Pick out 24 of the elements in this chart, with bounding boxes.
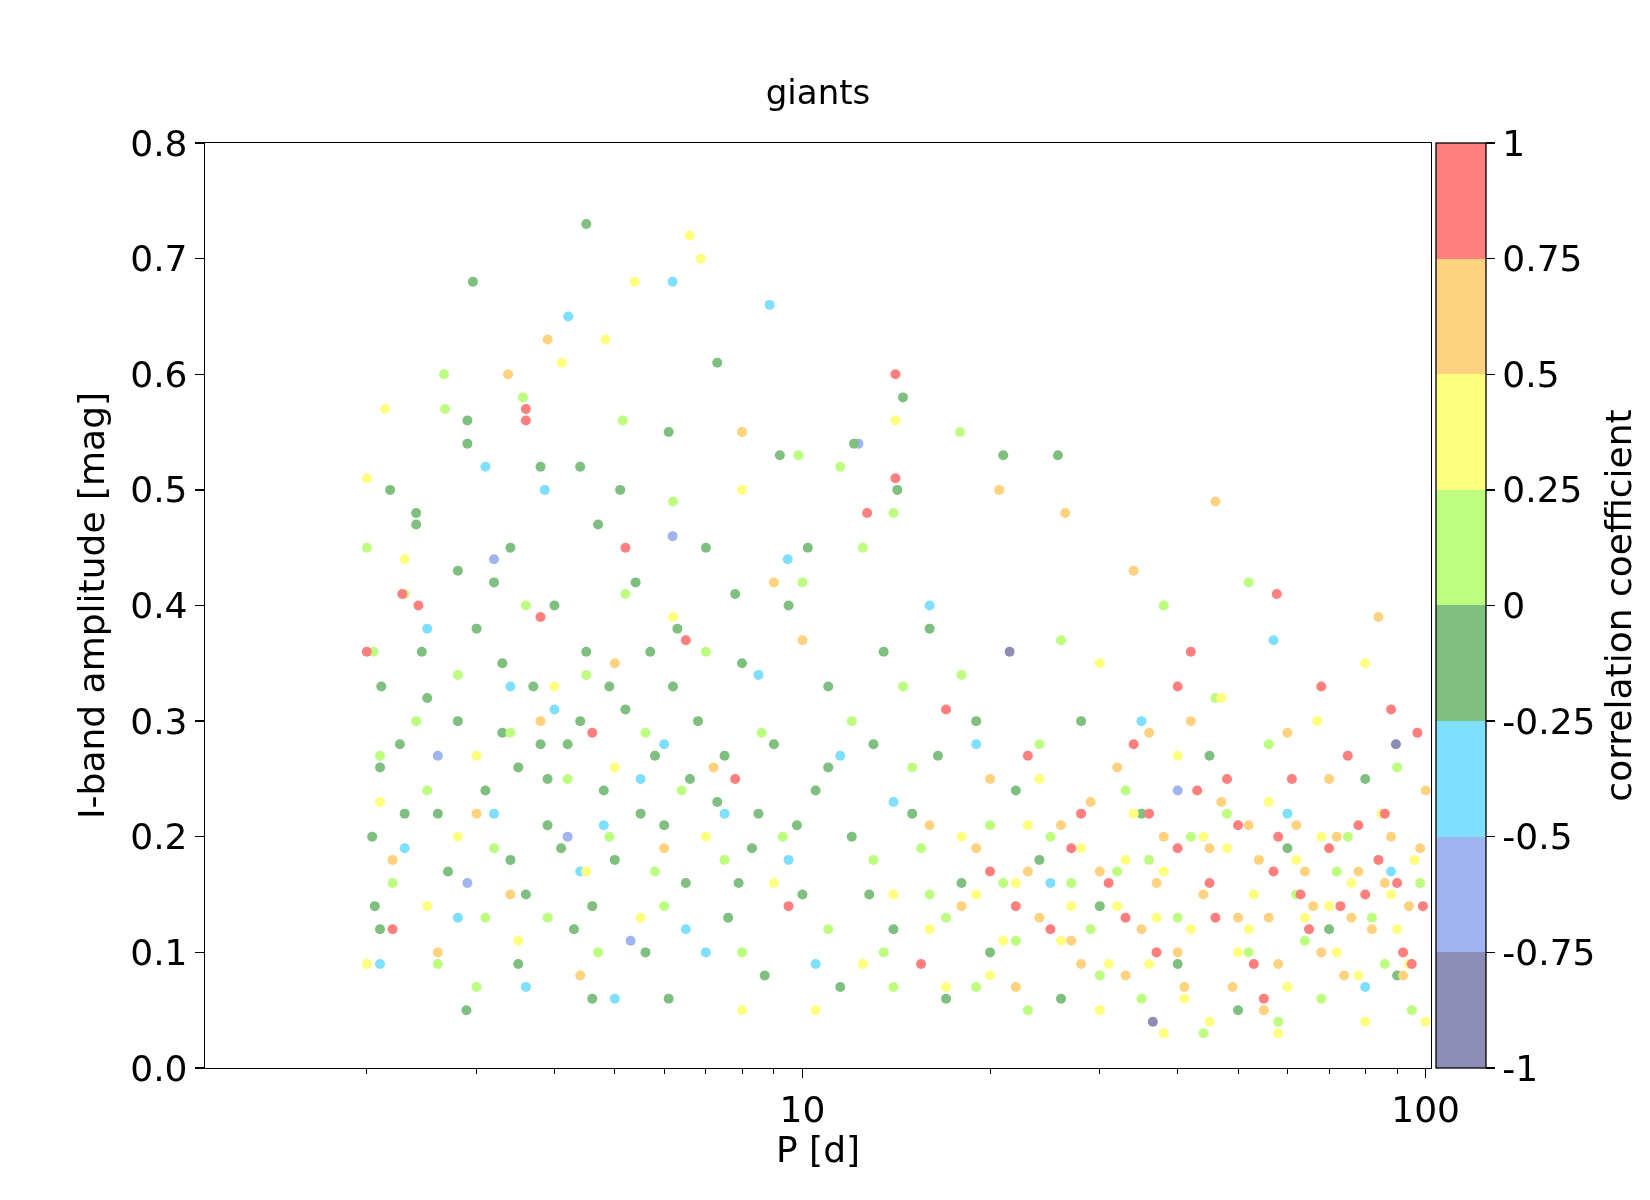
color-bar-title: correlation coefficient <box>1597 409 1639 802</box>
y-tick-label: 0.7 <box>130 238 188 280</box>
color-bar-label: 0.25 <box>1502 469 1583 511</box>
y-tick-label: 0.0 <box>130 1047 188 1089</box>
y-tick-label: 0.6 <box>130 353 188 395</box>
color-bar-label: -0.25 <box>1502 700 1596 742</box>
color-bar-label: 0.75 <box>1502 238 1583 280</box>
x-tick-label: 100 <box>1391 1088 1460 1130</box>
x-tick-label: 10 <box>779 1088 826 1130</box>
y-tick-label: 0.2 <box>130 816 188 858</box>
y-axis-title: I-band amplitude [mag] <box>71 391 113 820</box>
color-bar-label: 1 <box>1502 122 1526 164</box>
color-bar-label: -1 <box>1502 1047 1539 1089</box>
y-tick-label: 0.5 <box>130 469 188 511</box>
x-axis-title: P [d] <box>775 1129 861 1171</box>
y-tick-label: 0.4 <box>130 585 188 627</box>
chart-title: giants <box>765 71 871 112</box>
color-bar-label: -0.5 <box>1502 816 1573 858</box>
color-bar-label: -0.75 <box>1502 931 1596 973</box>
color-bar-label: 0.5 <box>1502 353 1560 395</box>
y-tick-label: 0.3 <box>130 700 188 742</box>
y-tick-label: 0.1 <box>130 931 188 973</box>
color-bar-label: 0 <box>1502 585 1526 627</box>
y-tick-label: 0.8 <box>130 122 188 164</box>
